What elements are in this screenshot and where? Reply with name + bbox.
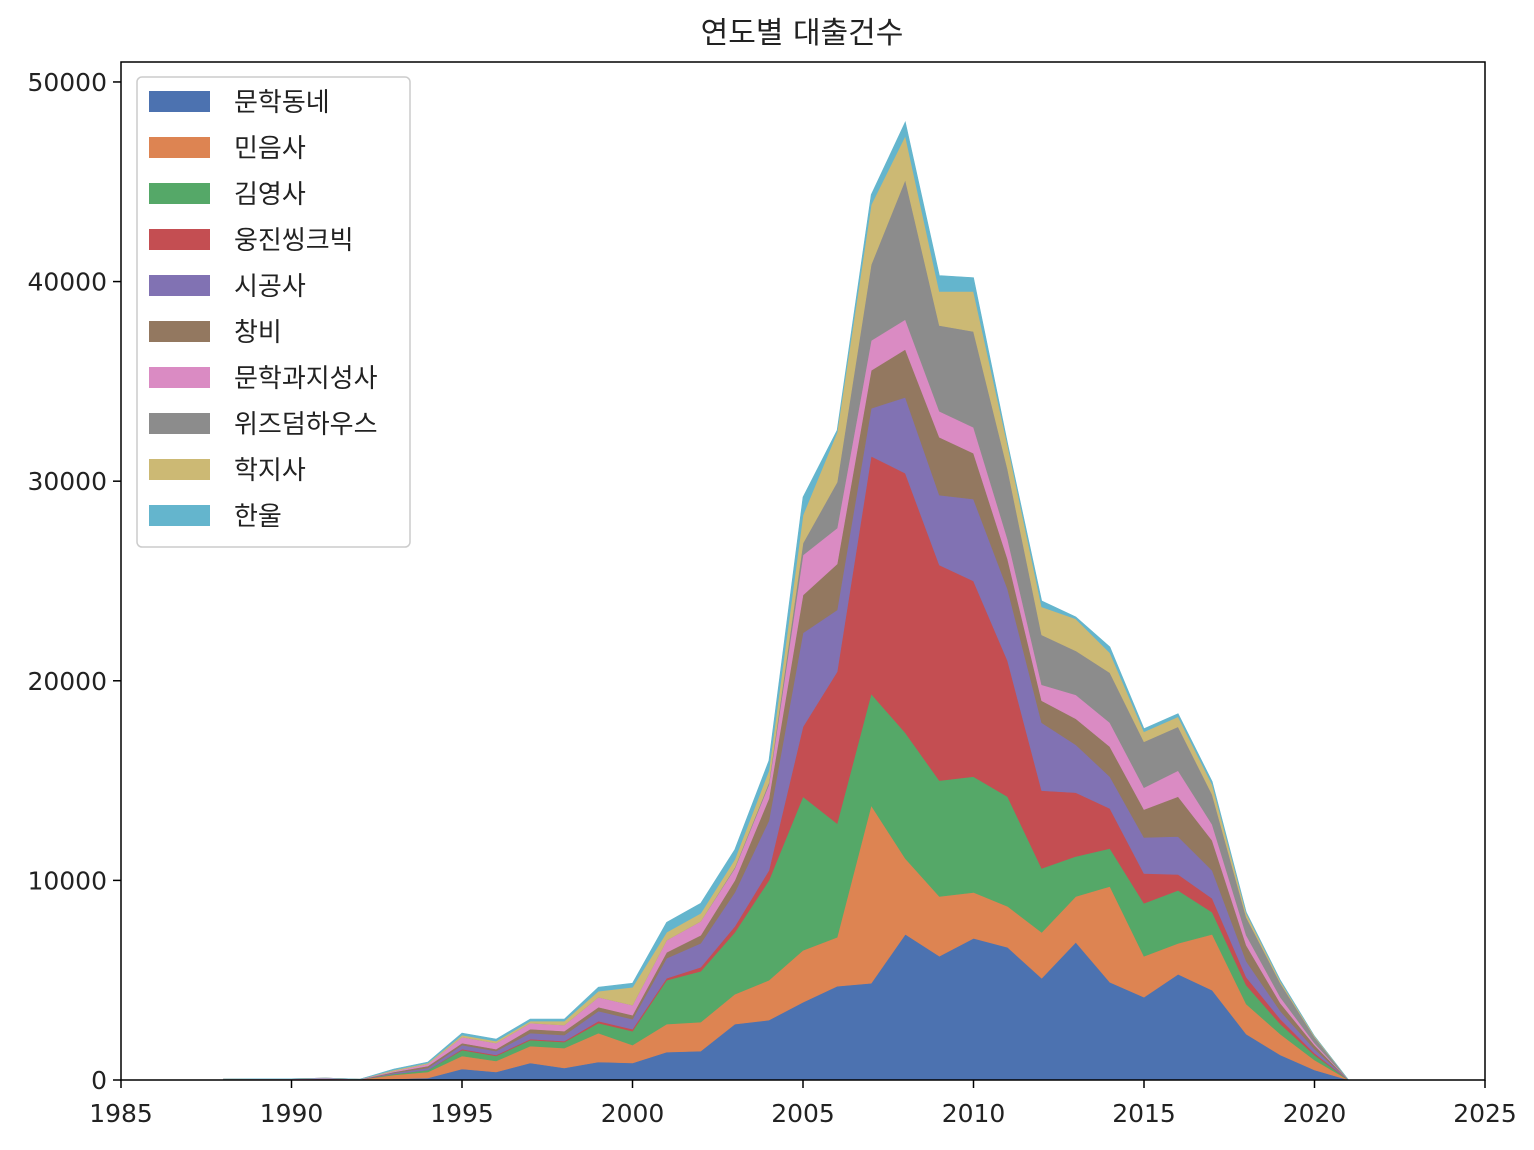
x-tick-label: 1985 [89, 1099, 153, 1128]
x-tick-label: 1995 [430, 1099, 494, 1128]
y-tick-label: 10000 [27, 866, 107, 895]
y-tick-label: 30000 [27, 467, 107, 496]
legend-swatch-민음사 [149, 137, 210, 158]
legend-label-창비: 창비 [234, 318, 282, 348]
legend-swatch-시공사 [149, 275, 210, 296]
legend-label-문학동네: 문학동네 [234, 88, 330, 118]
x-tick-label: 2025 [1453, 1099, 1517, 1128]
x-tick-label: 2015 [1112, 1099, 1176, 1128]
x-tick-label: 1990 [260, 1099, 324, 1128]
x-tick-label: 2005 [771, 1099, 835, 1128]
y-tick-label: 0 [91, 1066, 107, 1095]
x-tick-label: 2010 [942, 1099, 1006, 1128]
y-tick-label: 20000 [27, 667, 107, 696]
legend-label-민음사: 민음사 [234, 134, 306, 164]
area-한울 [223, 120, 1485, 1081]
x-tick-label: 2000 [601, 1099, 665, 1128]
legend-swatch-문학동네 [149, 91, 210, 112]
legend-label-시공사: 시공사 [234, 272, 306, 302]
legend-swatch-한울 [149, 505, 210, 526]
legend-label-웅진씽크빅: 웅진씽크빅 [234, 226, 354, 256]
y-tick-label: 40000 [27, 268, 107, 297]
area-layers [223, 120, 1485, 1081]
legend-label-김영사: 김영사 [234, 180, 306, 210]
x-axis: 1985 1990 1995 2000 2005 2010 2015 2020 2025 [89, 1080, 1517, 1128]
chart-title: 연도별 대출건수 [701, 16, 904, 51]
y-tick-label: 50000 [27, 68, 107, 97]
legend-label-위즈덤하우스: 위즈덤하우스 [234, 410, 378, 440]
legend-label-한울: 한울 [234, 502, 282, 532]
legend-label-문학과지성사: 문학과지성사 [234, 364, 378, 394]
x-tick-label: 2020 [1283, 1099, 1347, 1128]
legend-swatch-김영사 [149, 183, 210, 204]
legend-swatch-웅진씽크빅 [149, 229, 210, 250]
legend-swatch-학지사 [149, 459, 210, 480]
legend-label-학지사: 학지사 [234, 456, 306, 486]
legend-swatch-문학과지성사 [149, 367, 210, 388]
legend-swatch-위즈덤하우스 [149, 413, 210, 434]
y-axis: 0 10000 20000 30000 40000 50000 [27, 68, 121, 1095]
legend-swatch-창비 [149, 321, 210, 342]
